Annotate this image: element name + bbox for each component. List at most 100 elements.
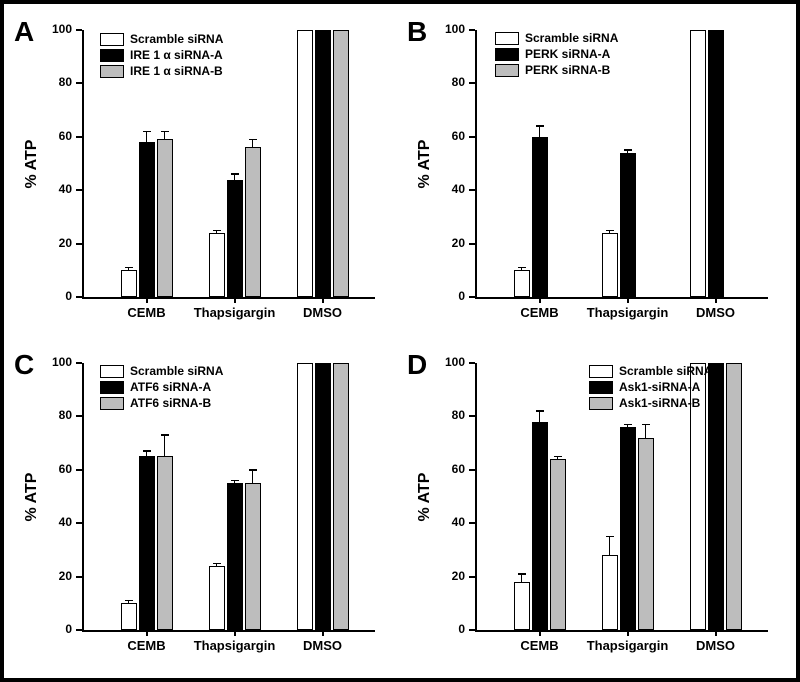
y-axis-label: % ATP: [23, 472, 41, 521]
error-bar: [252, 470, 254, 483]
bar: [620, 427, 636, 630]
y-tick-label: 20: [409, 569, 465, 583]
bar: [315, 30, 331, 297]
category-label: DMSO: [696, 305, 735, 320]
legend-item: Scramble siRNA: [100, 364, 223, 378]
error-cap: [231, 173, 239, 175]
y-tick-label: 100: [16, 22, 72, 36]
bar: [297, 363, 313, 630]
error-bar: [164, 131, 166, 139]
x-tick: [146, 297, 148, 303]
legend-label: IRE 1 α siRNA-B: [130, 64, 223, 78]
error-cap: [624, 149, 632, 151]
x-tick: [627, 297, 629, 303]
category-label: Thapsigargin: [194, 638, 276, 653]
y-tick-label: 80: [409, 408, 465, 422]
x-axis: [475, 630, 768, 632]
category-label: CEMB: [520, 638, 558, 653]
y-tick-label: 0: [16, 289, 72, 303]
bar: [245, 147, 261, 297]
x-axis: [82, 297, 375, 299]
bar: [139, 142, 155, 297]
bar: [532, 422, 548, 630]
error-cap: [536, 125, 544, 127]
bar: [708, 30, 724, 297]
y-tick: [469, 82, 475, 84]
legend-item: ATF6 siRNA-B: [100, 396, 223, 410]
legend: Scramble siRNAIRE 1 α siRNA-AIRE 1 α siR…: [100, 32, 223, 80]
legend: Scramble siRNAAsk1-siRNA-AAsk1-siRNA-B: [589, 364, 712, 412]
y-tick-label: 0: [409, 622, 465, 636]
y-tick-label: 100: [16, 355, 72, 369]
y-tick: [76, 29, 82, 31]
legend-swatch: [495, 48, 519, 61]
x-axis: [82, 630, 375, 632]
legend-label: ATF6 siRNA-A: [130, 380, 211, 394]
legend: Scramble siRNA PERK siRNA-A PERK siRNA-B: [495, 31, 618, 79]
error-bar: [234, 174, 236, 179]
y-tick-label: 20: [16, 236, 72, 250]
error-cap: [642, 424, 650, 426]
bar: [690, 30, 706, 297]
bar: [514, 582, 530, 630]
bar: [209, 566, 225, 630]
y-axis: [82, 363, 84, 630]
category-label: CEMB: [520, 305, 558, 320]
category-label: DMSO: [303, 305, 342, 320]
legend-item: ATF6 siRNA-A: [100, 380, 223, 394]
y-tick: [469, 522, 475, 524]
y-tick-label: 20: [16, 569, 72, 583]
y-axis-label: % ATP: [416, 472, 434, 521]
category-label: DMSO: [303, 638, 342, 653]
x-tick: [322, 297, 324, 303]
error-cap: [249, 469, 257, 471]
legend-label: Scramble siRNA: [525, 31, 618, 45]
error-bar: [645, 424, 647, 437]
category-label: Thapsigargin: [587, 638, 669, 653]
legend-item: PERK siRNA-B: [495, 63, 618, 77]
legend-label: Scramble siRNA: [619, 364, 712, 378]
legend-swatch: [100, 65, 124, 78]
y-tick: [469, 296, 475, 298]
bar: [602, 555, 618, 630]
error-cap: [125, 600, 133, 602]
legend: Scramble siRNA ATF6 siRNA-A ATF6 siRNA-B: [100, 364, 223, 412]
legend-item: Scramble siRNA: [100, 32, 223, 46]
y-tick-label: 80: [409, 75, 465, 89]
y-tick-label: 80: [16, 408, 72, 422]
y-tick: [469, 243, 475, 245]
error-cap: [143, 450, 151, 452]
legend-swatch: [100, 49, 124, 62]
category-label: Thapsigargin: [194, 305, 276, 320]
y-tick: [76, 469, 82, 471]
error-bar: [521, 574, 523, 582]
bar: [157, 456, 173, 630]
legend-label: PERK siRNA-A: [525, 47, 610, 61]
y-tick: [469, 189, 475, 191]
bar: [227, 180, 243, 297]
x-tick: [539, 297, 541, 303]
legend-item: Scramble siRNA: [589, 364, 712, 378]
chart-panel-a: A020406080100% ATPCEMBThapsigarginDMSOSc…: [16, 22, 391, 333]
bar: [602, 233, 618, 297]
chart-panel-b: B020406080100% ATPCEMBThapsigarginDMSOSc…: [409, 22, 784, 333]
legend-item: Ask1-siRNA-B: [589, 396, 712, 410]
error-bar: [539, 411, 541, 422]
legend-item: PERK siRNA-A: [495, 47, 618, 61]
y-tick-label: 0: [16, 622, 72, 636]
y-tick: [469, 29, 475, 31]
x-tick: [234, 297, 236, 303]
error-cap: [161, 434, 169, 436]
error-bar: [146, 451, 148, 456]
chart-panel-d: D020406080100% ATPCEMBThapsigarginDMSOSc…: [409, 355, 784, 666]
y-tick: [76, 82, 82, 84]
figure-frame: A020406080100% ATPCEMBThapsigarginDMSOSc…: [0, 0, 800, 682]
chart-panel-c: C020406080100% ATPCEMBThapsigarginDMSOSc…: [16, 355, 391, 666]
error-bar: [252, 139, 254, 147]
error-cap: [606, 536, 614, 538]
y-axis: [82, 30, 84, 297]
y-tick: [469, 362, 475, 364]
bar: [315, 363, 331, 630]
error-cap: [143, 131, 151, 133]
x-tick: [146, 630, 148, 636]
